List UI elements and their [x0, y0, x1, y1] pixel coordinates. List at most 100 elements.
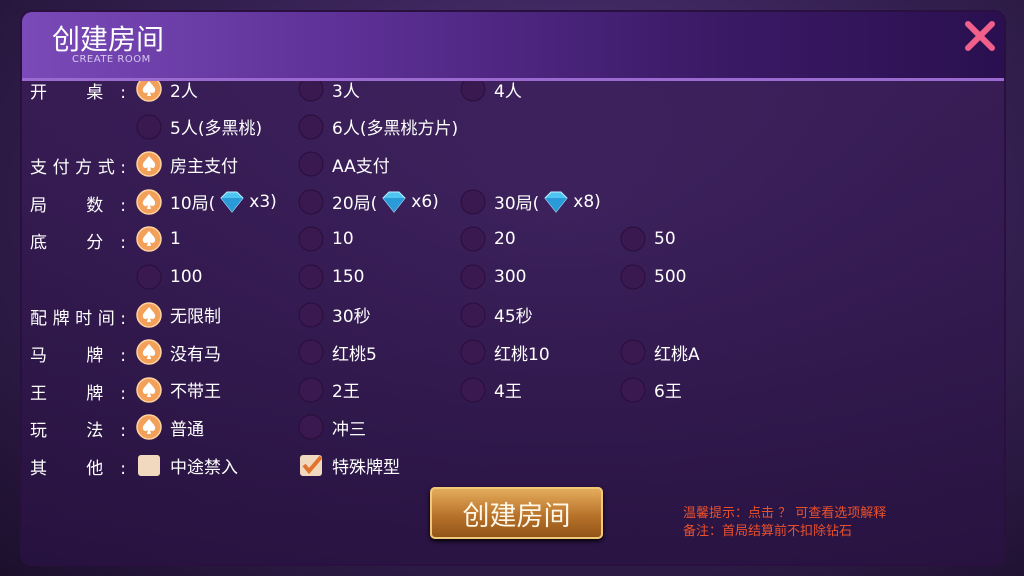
radio-option[interactable]: 3人 — [298, 81, 360, 102]
row-label: 支付方式: — [30, 158, 126, 179]
option-text: 冲三 — [332, 419, 366, 440]
option-text: 房主支付 — [170, 156, 238, 177]
option-cost: x6) — [411, 191, 439, 212]
note-text: 备注：首局结算前不扣除钻石 — [683, 524, 853, 539]
dialog-panel — [22, 12, 1004, 564]
radio-option[interactable]: 20 — [460, 226, 516, 252]
radio-option[interactable]: 房主支付 — [136, 151, 238, 177]
option-text: 红桃A — [654, 344, 700, 365]
radio-selected — [136, 226, 162, 253]
radio-option[interactable]: 5人(多黑桃) — [136, 114, 262, 140]
option-text: 2王 — [332, 382, 360, 403]
option-text: 500 — [654, 267, 687, 287]
radio-option[interactable]: 红桃10 — [460, 339, 550, 365]
radio-option[interactable]: 冲三 — [298, 414, 366, 440]
diamond-icon — [220, 191, 244, 213]
option-text: 红桃5 — [332, 344, 377, 365]
radio-option[interactable]: 30局( x8) — [460, 189, 601, 215]
radio — [298, 81, 324, 102]
radio-option[interactable]: 6人(多黑桃方片) — [298, 114, 458, 140]
option-text: AA支付 — [332, 156, 390, 177]
option-text: 不带王 — [170, 382, 221, 403]
radio-option[interactable]: AA支付 — [298, 151, 390, 177]
option-text: 红桃10 — [494, 344, 550, 365]
radio-option[interactable]: 不带王 — [136, 377, 221, 403]
option-text: 1 — [170, 229, 181, 250]
radio-option[interactable]: 4王 — [460, 377, 522, 403]
row-label: 局 数: — [30, 195, 126, 216]
option-text: 6人(多黑桃方片) — [332, 119, 459, 140]
dialog-header — [22, 12, 1004, 81]
radio-selected — [136, 339, 162, 365]
radio-option[interactable]: 300 — [460, 264, 526, 290]
radio-selected — [136, 81, 162, 102]
close-button[interactable] — [962, 18, 998, 54]
radio-selected — [136, 301, 162, 328]
dialog-subtitle: CREATE ROOM — [72, 54, 151, 65]
option-text: 30秒 — [332, 307, 371, 328]
radio-selected — [136, 151, 162, 177]
radio-selected — [136, 414, 162, 441]
diamond-icon — [544, 191, 568, 213]
radio — [620, 226, 646, 252]
radio-option[interactable]: 150 — [298, 264, 364, 290]
option-text: 没有马 — [170, 344, 221, 365]
radio-option[interactable]: 4人 — [460, 81, 522, 102]
radio — [298, 189, 324, 215]
option-cost: x8) — [573, 191, 601, 212]
radio-option[interactable]: 红桃5 — [298, 339, 377, 365]
radio-option[interactable]: 普通 — [136, 414, 204, 441]
option-text: 6王 — [654, 382, 682, 403]
radio-option[interactable]: 无限制 — [136, 301, 221, 328]
option-text: 30局( — [494, 194, 540, 215]
radio — [298, 339, 324, 365]
create-button[interactable]: 创建房间 — [430, 487, 603, 539]
row-label: 王 牌: — [30, 383, 126, 404]
option-text: 4王 — [494, 382, 522, 403]
radio — [298, 114, 324, 140]
option-text: 2人 — [170, 81, 198, 102]
radio — [298, 377, 324, 403]
radio-option[interactable]: 红桃A — [620, 339, 700, 365]
radio-option[interactable]: 10 — [298, 226, 354, 252]
radio-option[interactable]: 500 — [620, 264, 686, 290]
checkbox-option[interactable]: 中途禁入 — [136, 452, 238, 478]
radio-option[interactable]: 30秒 — [298, 302, 371, 328]
option-cost: x3) — [249, 191, 277, 212]
radio-option[interactable]: 没有马 — [136, 339, 221, 365]
option-text: 100 — [170, 267, 203, 287]
radio-option[interactable]: 20局(x6) — [298, 189, 439, 215]
radio-option[interactable]: 2人 — [136, 81, 198, 102]
radio — [136, 114, 162, 140]
radio — [620, 264, 646, 290]
radio-option[interactable]: 10局( x3) — [136, 189, 277, 215]
radio — [298, 226, 324, 252]
radio — [460, 81, 486, 102]
row-label: 马 牌: — [30, 346, 126, 367]
radio-option[interactable]: 6王 — [620, 377, 682, 403]
radio-option[interactable]: 50 — [620, 226, 676, 252]
radio-option[interactable]: 2王 — [298, 377, 360, 403]
checkbox-option[interactable]: 特殊牌型 — [298, 452, 400, 478]
radio — [298, 264, 324, 290]
radio-option[interactable]: 45秒 — [460, 302, 533, 328]
row-label: 配牌时间: — [30, 308, 126, 329]
radio-option[interactable]: 100 — [136, 264, 202, 290]
radio — [460, 339, 486, 365]
dialog-title: 创建房间 — [52, 23, 165, 56]
option-text: 45秒 — [494, 307, 533, 328]
radio — [460, 302, 486, 328]
radio-selected — [136, 377, 162, 403]
radio-selected — [136, 189, 162, 215]
option-text: 50 — [654, 229, 676, 250]
radio — [136, 264, 162, 290]
option-text: 无限制 — [170, 307, 221, 328]
option-text: 10局( — [170, 194, 216, 215]
options-area: 开 桌: 2人 3人 4人 5人(多黑桃) 6人(多黑桃方片) 支付方式: 房主支付 AA支付局… — [22, 81, 1004, 501]
checkbox — [138, 455, 160, 476]
radio-option[interactable]: 1 — [136, 226, 181, 253]
option-text: 中途禁入 — [170, 457, 238, 478]
radio — [460, 264, 486, 290]
row-label: 底 分: — [30, 233, 126, 254]
